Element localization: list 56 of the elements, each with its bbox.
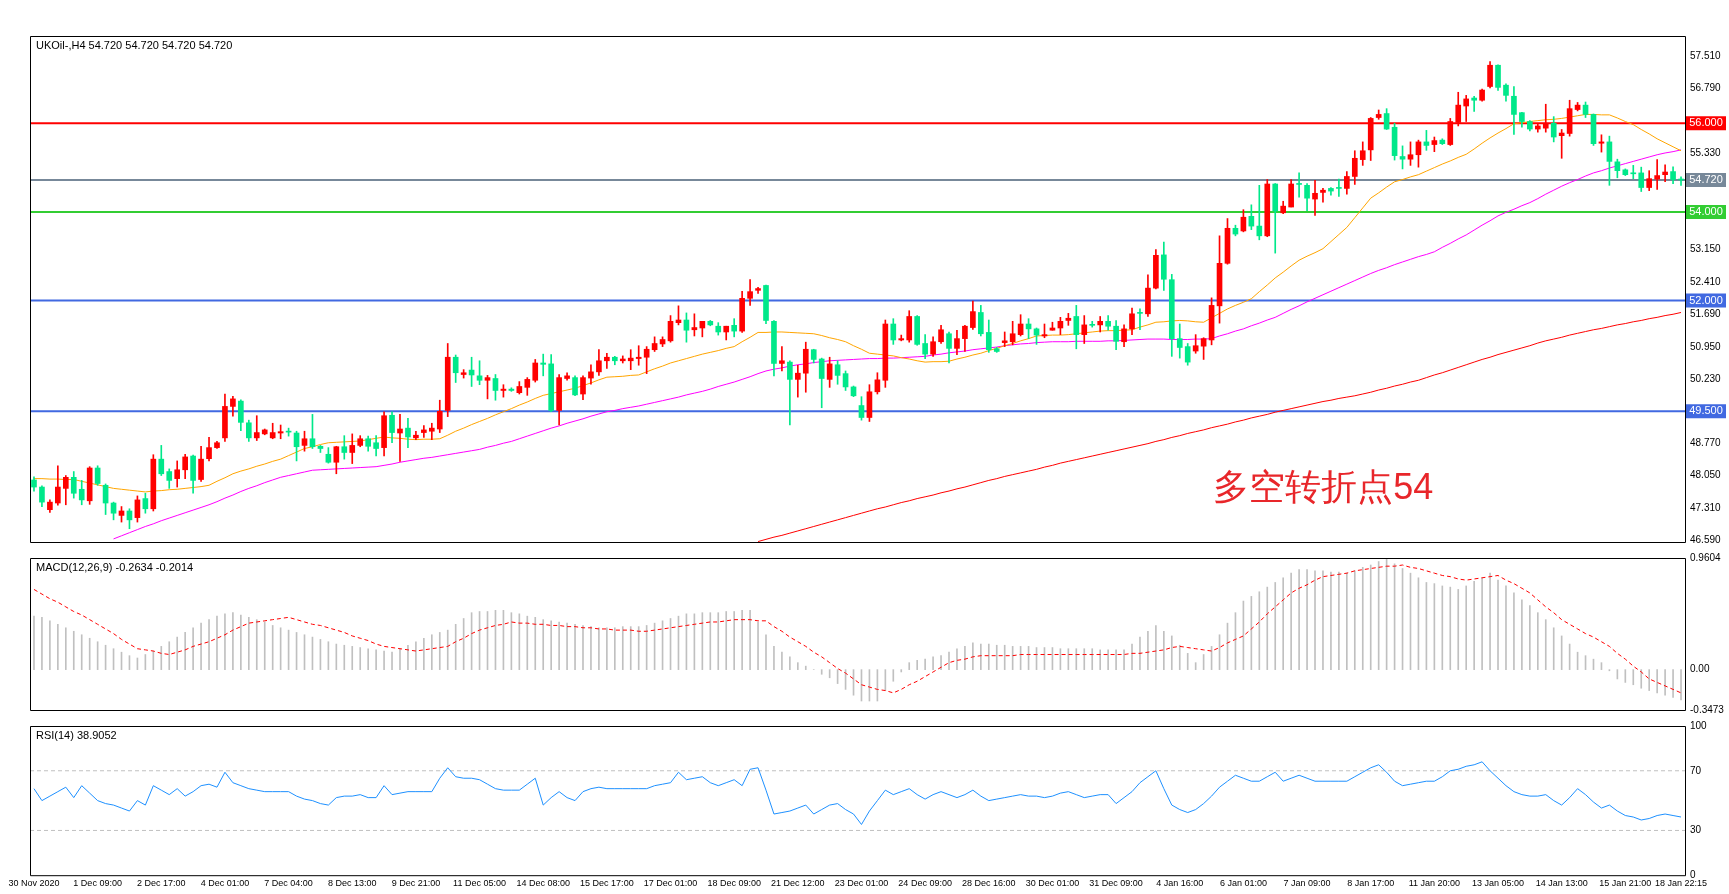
ref-line-label: 54.000 bbox=[1689, 204, 1723, 217]
x-tick-label: 31 Dec 09:00 bbox=[1089, 878, 1143, 889]
ref-line-label: 52.000 bbox=[1689, 293, 1723, 306]
x-tick-label: 13 Jan 05:00 bbox=[1471, 878, 1525, 889]
y-tick-label: 51.690 bbox=[1690, 308, 1722, 320]
y-tick-label: 57.510 bbox=[1690, 50, 1722, 62]
ref-line-label: 56.000 bbox=[1689, 116, 1723, 129]
x-tick-label: 14 Jan 13:00 bbox=[1535, 878, 1588, 889]
x-tick-label: 7 Jan 09:00 bbox=[1283, 878, 1331, 889]
y-tick-label: 70 bbox=[1690, 764, 1702, 776]
ref-line-label: 54.720 bbox=[1689, 173, 1723, 186]
y-tick-label: 0.00 bbox=[1690, 663, 1710, 675]
x-tick-label: 4 Jan 16:00 bbox=[1156, 878, 1204, 889]
annotation: 多空转折点54 bbox=[1213, 465, 1434, 507]
x-tick-label: 8 Jan 17:00 bbox=[1347, 878, 1395, 889]
x-tick-label: 18 Jan 22:15 bbox=[1655, 878, 1708, 889]
x-tick-label: 30 Dec 01:00 bbox=[1025, 878, 1080, 889]
line-series bbox=[33, 564, 1682, 694]
x-tick-label: 15 Dec 17:00 bbox=[580, 878, 634, 889]
x-tick-label: 7 Dec 04:00 bbox=[264, 878, 313, 889]
x-tick-label: 1 Dec 09:00 bbox=[73, 878, 122, 889]
y-tick-label: 55.330 bbox=[1690, 146, 1722, 158]
y-tick-label: 48.050 bbox=[1690, 469, 1722, 481]
x-tick-label: 6 Jan 01:00 bbox=[1219, 878, 1267, 889]
y-tick-label: 53.150 bbox=[1690, 243, 1722, 255]
x-tick-label: 30 Nov 2020 bbox=[8, 878, 60, 889]
x-tick-label: 15 Jan 21:00 bbox=[1599, 878, 1652, 889]
x-tick-label: 4 Dec 01:00 bbox=[200, 878, 250, 889]
y-tick-label: 52.410 bbox=[1690, 276, 1722, 288]
x-tick-label: 8 Dec 13:00 bbox=[327, 878, 377, 889]
y-tick-label: 0 bbox=[1690, 868, 1696, 880]
x-tick-label: 14 Dec 08:00 bbox=[516, 878, 570, 889]
chart-title: UKOil-,H4 54.720 54.720 54.720 54.720 bbox=[36, 38, 233, 51]
y-tick-label: 0.9604 bbox=[1690, 551, 1722, 563]
x-tick-label: 24 Dec 09:00 bbox=[898, 878, 952, 889]
y-tick-label: 50.230 bbox=[1690, 372, 1722, 384]
y-tick-label: 50.950 bbox=[1690, 340, 1722, 352]
y-tick-label: 47.310 bbox=[1690, 502, 1722, 514]
y-tick-label: 30 bbox=[1690, 824, 1702, 836]
x-tick-label: 11 Jan 20:00 bbox=[1408, 878, 1461, 889]
ref-line-label: 49.500 bbox=[1689, 404, 1723, 417]
chart-title: MACD(12,26,9) -0.2634 -0.2014 bbox=[36, 560, 194, 573]
x-tick-label: 17 Dec 01:00 bbox=[643, 878, 698, 889]
x-tick-label: 2 Dec 17:00 bbox=[137, 878, 186, 889]
chart-title: RSI(14) 38.9052 bbox=[36, 728, 117, 741]
x-tick-label: 23 Dec 01:00 bbox=[834, 878, 889, 889]
x-tick-label: 11 Dec 05:00 bbox=[453, 878, 506, 889]
y-tick-label: 48.770 bbox=[1690, 437, 1722, 449]
y-tick-label: -0.3473 bbox=[1690, 703, 1725, 715]
x-tick-label: 18 Dec 09:00 bbox=[707, 878, 761, 889]
x-tick-label: 28 Dec 16:00 bbox=[962, 878, 1016, 889]
y-tick-label: 46.590 bbox=[1690, 533, 1722, 545]
y-tick-label: 56.790 bbox=[1690, 82, 1722, 94]
x-tick-label: 21 Dec 12:00 bbox=[771, 878, 825, 889]
y-tick-label: 100 bbox=[1690, 719, 1708, 731]
x-tick-label: 9 Dec 21:00 bbox=[391, 878, 441, 889]
